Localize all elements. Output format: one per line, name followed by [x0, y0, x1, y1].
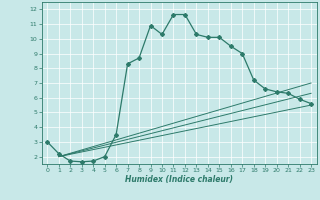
- X-axis label: Humidex (Indice chaleur): Humidex (Indice chaleur): [125, 175, 233, 184]
